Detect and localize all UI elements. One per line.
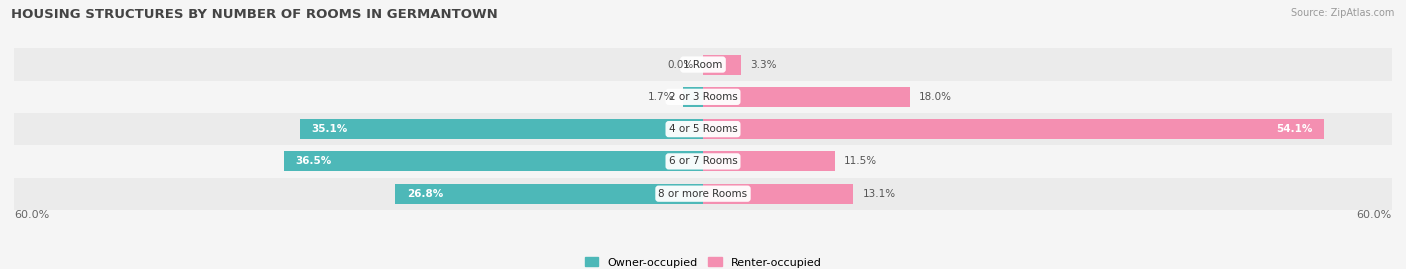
Text: 1.7%: 1.7% [648,92,675,102]
Bar [703,151,835,171]
Bar [703,87,910,107]
Bar [14,178,1392,210]
Bar [284,151,703,171]
Bar [395,184,703,204]
Text: 4 or 5 Rooms: 4 or 5 Rooms [669,124,737,134]
Text: 36.5%: 36.5% [295,156,332,167]
Text: 0.0%: 0.0% [668,59,693,70]
Text: 3.3%: 3.3% [749,59,776,70]
Text: 18.0%: 18.0% [920,92,952,102]
Text: 35.1%: 35.1% [312,124,347,134]
Bar [703,119,1324,139]
Text: 2 or 3 Rooms: 2 or 3 Rooms [669,92,737,102]
Text: 26.8%: 26.8% [406,189,443,199]
Bar [703,55,741,75]
Bar [14,113,1392,145]
Text: 13.1%: 13.1% [863,189,896,199]
Bar [14,48,1392,81]
Legend: Owner-occupied, Renter-occupied: Owner-occupied, Renter-occupied [581,253,825,269]
Bar [14,145,1392,178]
Text: 54.1%: 54.1% [1277,124,1313,134]
Text: HOUSING STRUCTURES BY NUMBER OF ROOMS IN GERMANTOWN: HOUSING STRUCTURES BY NUMBER OF ROOMS IN… [11,8,498,21]
Text: 60.0%: 60.0% [14,210,49,220]
Bar [683,87,703,107]
Text: 60.0%: 60.0% [1357,210,1392,220]
Bar [14,81,1392,113]
Text: 8 or more Rooms: 8 or more Rooms [658,189,748,199]
Text: 6 or 7 Rooms: 6 or 7 Rooms [669,156,737,167]
Bar [703,184,853,204]
Text: 11.5%: 11.5% [844,156,877,167]
Text: 1 Room: 1 Room [683,59,723,70]
Text: Source: ZipAtlas.com: Source: ZipAtlas.com [1291,8,1395,18]
Bar [299,119,703,139]
